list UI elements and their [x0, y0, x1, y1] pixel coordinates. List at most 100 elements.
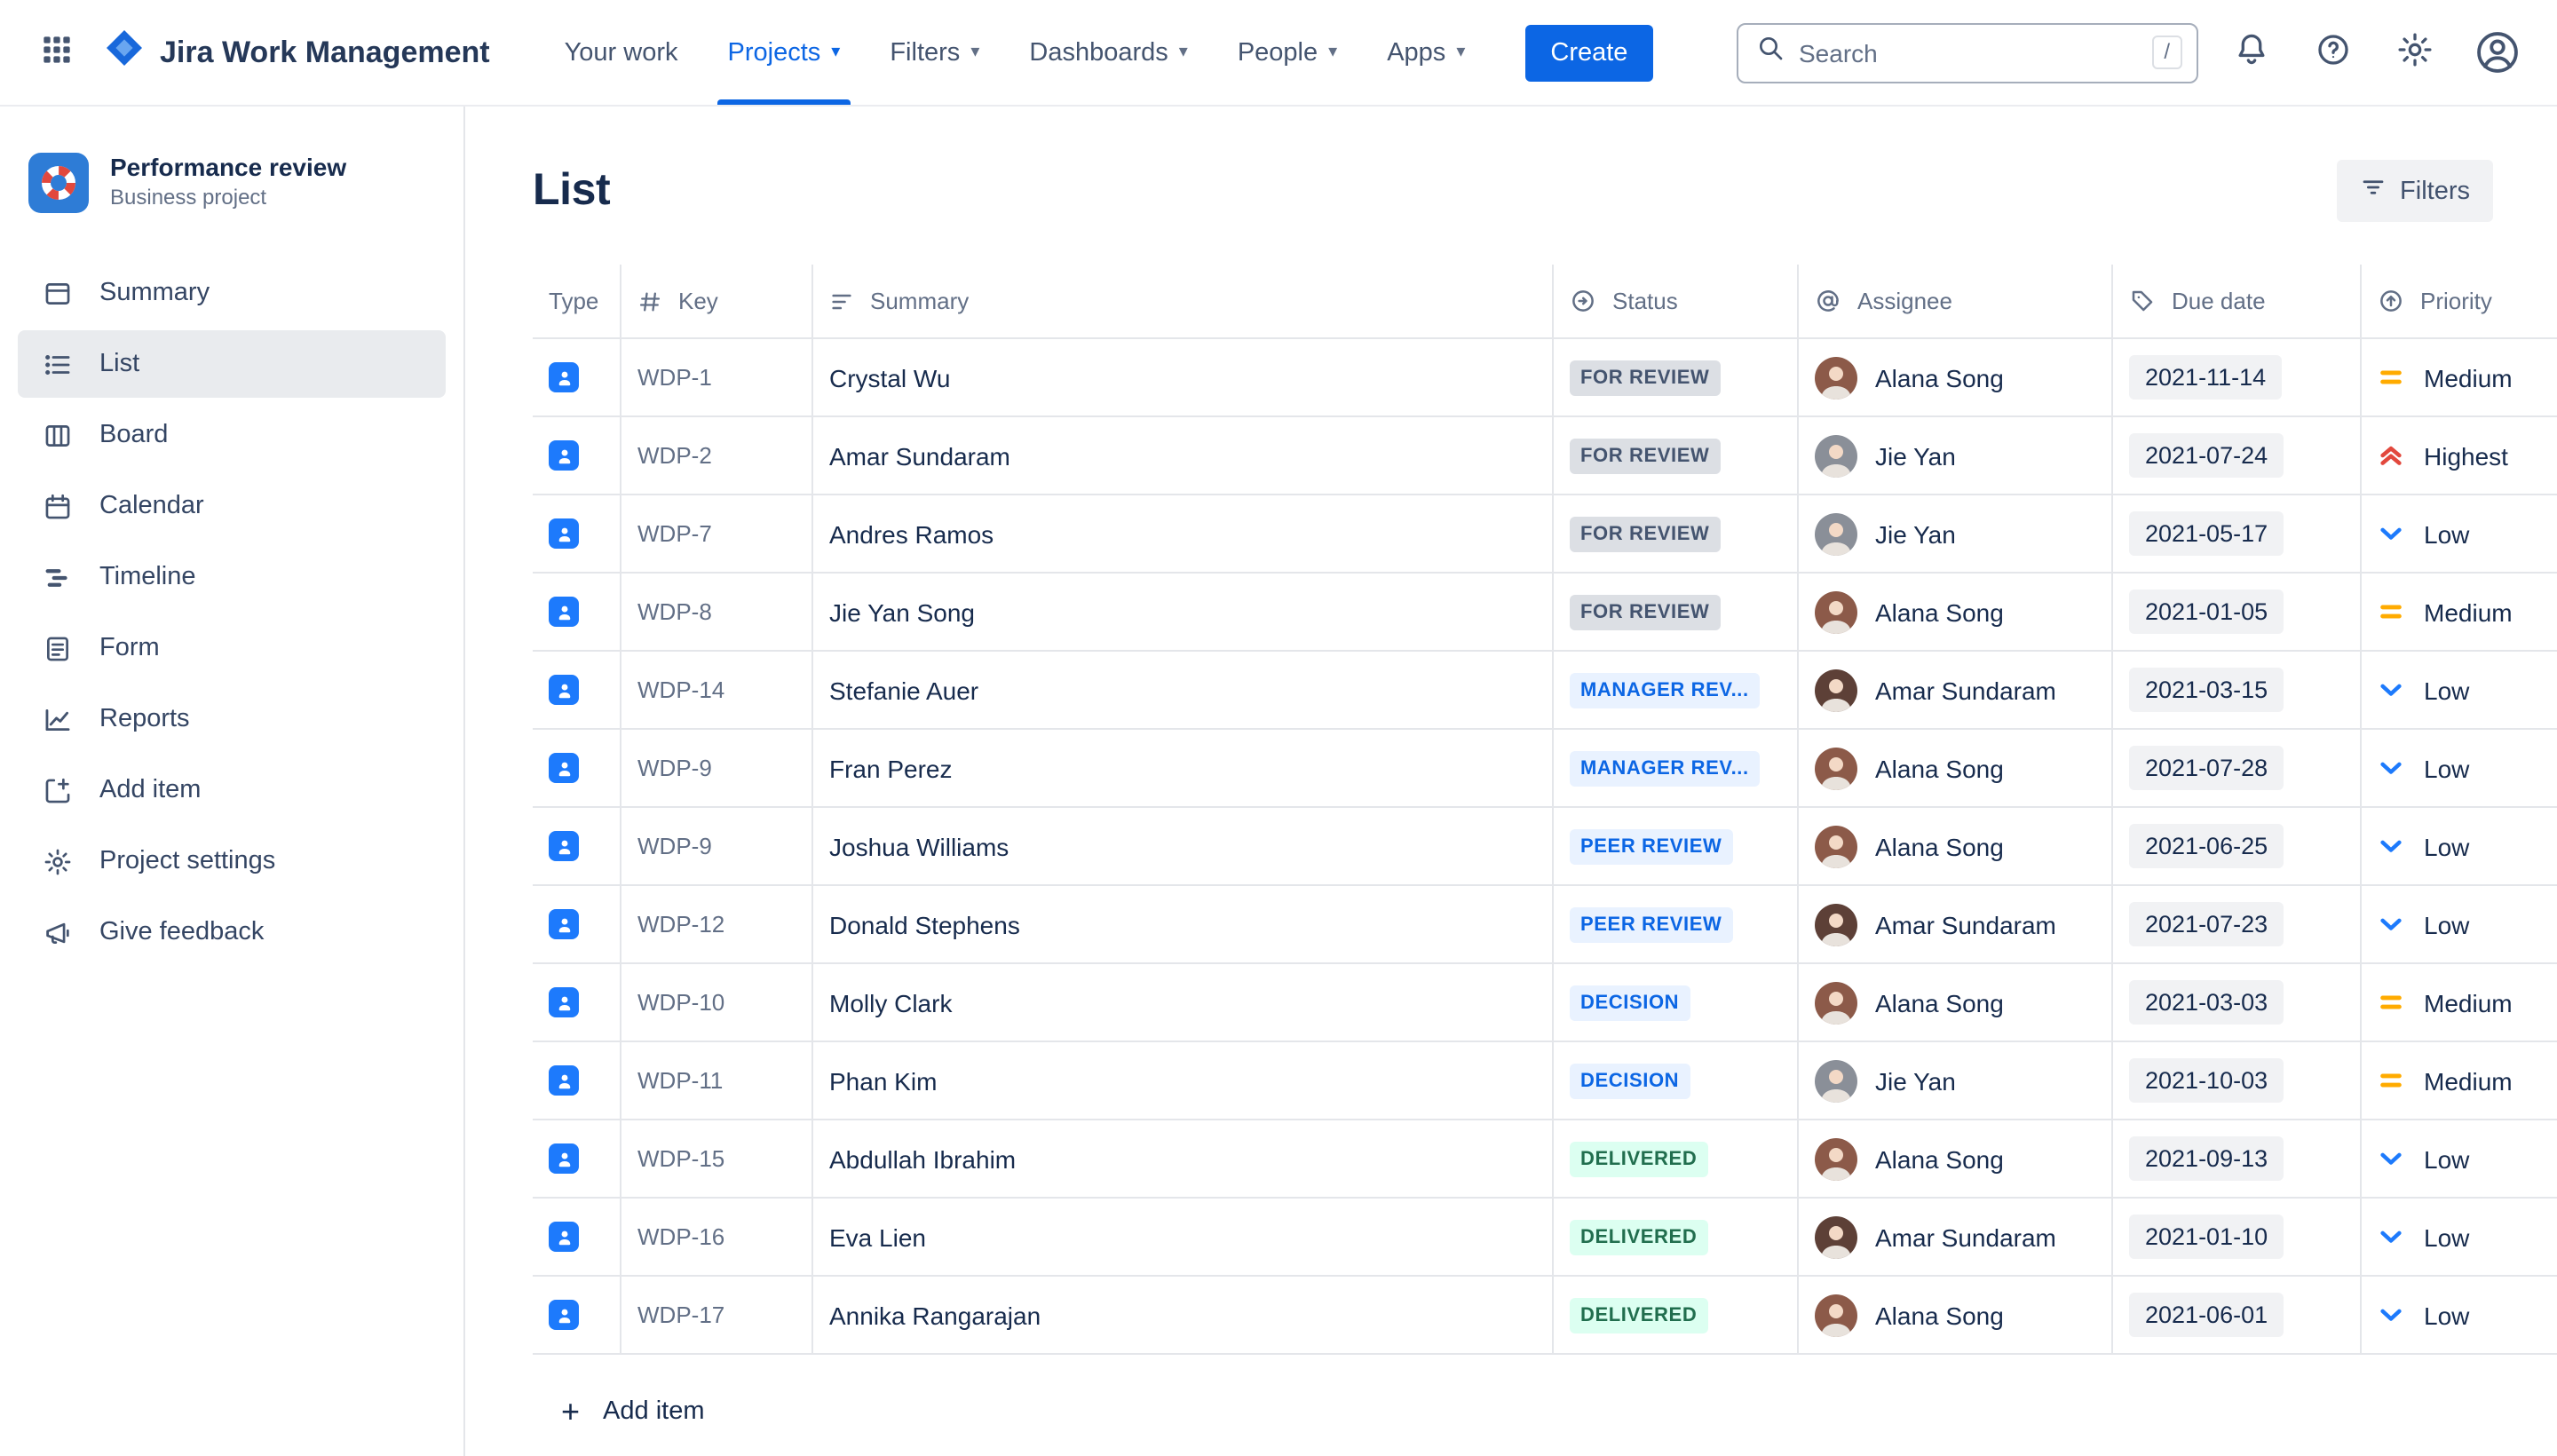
column-header-summary[interactable]: Summary: [813, 265, 1554, 339]
column-header-type[interactable]: Type: [533, 265, 621, 339]
assignee-cell[interactable]: Amar Sundaram: [1799, 652, 2113, 730]
assignee-cell[interactable]: Alana Song: [1799, 339, 2113, 417]
status-cell[interactable]: FOR REVIEW: [1554, 495, 1799, 574]
status-cell[interactable]: FOR REVIEW: [1554, 574, 1799, 652]
sidebar-item-timeline[interactable]: Timeline: [18, 543, 446, 611]
nav-apps[interactable]: Apps ▾: [1387, 38, 1466, 67]
priority-cell[interactable]: Low: [2362, 730, 2557, 808]
help-button[interactable]: [2305, 24, 2362, 81]
type-cell[interactable]: [533, 808, 621, 886]
summary-cell[interactable]: Annika Rangarajan: [813, 1277, 1554, 1355]
summary-cell[interactable]: Phan Kim: [813, 1042, 1554, 1120]
status-cell[interactable]: PEER REVIEW: [1554, 808, 1799, 886]
nav-projects[interactable]: Projects ▾: [703, 0, 866, 105]
due-date-cell[interactable]: 2021-06-01: [2113, 1277, 2362, 1355]
key-cell[interactable]: WDP-9: [621, 730, 813, 808]
assignee-cell[interactable]: Jie Yan: [1799, 417, 2113, 495]
key-cell[interactable]: WDP-1: [621, 339, 813, 417]
nav-people[interactable]: People ▾: [1237, 38, 1338, 67]
type-cell[interactable]: [533, 417, 621, 495]
type-cell[interactable]: [533, 339, 621, 417]
priority-cell[interactable]: Medium: [2362, 339, 2557, 417]
sidebar-item-add-item[interactable]: Add item: [18, 756, 446, 824]
search-input[interactable]: [1799, 38, 2138, 67]
column-header-assignee[interactable]: Assignee: [1799, 265, 2113, 339]
priority-cell[interactable]: Medium: [2362, 964, 2557, 1042]
due-date-cell[interactable]: 2021-09-13: [2113, 1120, 2362, 1199]
create-button[interactable]: Create: [1525, 24, 1653, 81]
priority-cell[interactable]: Low: [2362, 808, 2557, 886]
project-header[interactable]: Performance review Business project: [0, 153, 463, 213]
key-cell[interactable]: WDP-14: [621, 652, 813, 730]
priority-cell[interactable]: Low: [2362, 1199, 2557, 1277]
key-cell[interactable]: WDP-8: [621, 574, 813, 652]
key-cell[interactable]: WDP-9: [621, 808, 813, 886]
status-cell[interactable]: MANAGER REV...: [1554, 730, 1799, 808]
priority-cell[interactable]: Low: [2362, 1120, 2557, 1199]
due-date-cell[interactable]: 2021-01-05: [2113, 574, 2362, 652]
sidebar-item-list[interactable]: List: [18, 330, 446, 398]
type-cell[interactable]: [533, 652, 621, 730]
priority-cell[interactable]: Low: [2362, 495, 2557, 574]
type-cell[interactable]: [533, 1199, 621, 1277]
assignee-cell[interactable]: Jie Yan: [1799, 495, 2113, 574]
summary-cell[interactable]: Eva Lien: [813, 1199, 1554, 1277]
add-item-button[interactable]: + Add item: [543, 1385, 723, 1438]
due-date-cell[interactable]: 2021-01-10: [2113, 1199, 2362, 1277]
summary-cell[interactable]: Jie Yan Song: [813, 574, 1554, 652]
app-switcher-button[interactable]: [28, 24, 85, 81]
due-date-cell[interactable]: 2021-07-28: [2113, 730, 2362, 808]
key-cell[interactable]: WDP-12: [621, 886, 813, 964]
status-cell[interactable]: DECISION: [1554, 1042, 1799, 1120]
sidebar-item-reports[interactable]: Reports: [18, 685, 446, 753]
priority-cell[interactable]: Highest: [2362, 417, 2557, 495]
summary-cell[interactable]: Crystal Wu: [813, 339, 1554, 417]
sidebar-item-calendar[interactable]: Calendar: [18, 472, 446, 540]
due-date-cell[interactable]: 2021-11-14: [2113, 339, 2362, 417]
status-cell[interactable]: DECISION: [1554, 964, 1799, 1042]
type-cell[interactable]: [533, 1277, 621, 1355]
due-date-cell[interactable]: 2021-07-24: [2113, 417, 2362, 495]
summary-cell[interactable]: Donald Stephens: [813, 886, 1554, 964]
sidebar-item-board[interactable]: Board: [18, 401, 446, 469]
assignee-cell[interactable]: Alana Song: [1799, 730, 2113, 808]
sidebar-item-form[interactable]: Form: [18, 614, 446, 682]
status-cell[interactable]: DELIVERED: [1554, 1199, 1799, 1277]
status-cell[interactable]: FOR REVIEW: [1554, 339, 1799, 417]
due-date-cell[interactable]: 2021-07-23: [2113, 886, 2362, 964]
key-cell[interactable]: WDP-16: [621, 1199, 813, 1277]
summary-cell[interactable]: Andres Ramos: [813, 495, 1554, 574]
column-header-due-date[interactable]: Due date: [2113, 265, 2362, 339]
nav-filters[interactable]: Filters ▾: [890, 38, 980, 67]
global-search[interactable]: /: [1737, 22, 2198, 83]
due-date-cell[interactable]: 2021-06-25: [2113, 808, 2362, 886]
priority-cell[interactable]: Low: [2362, 886, 2557, 964]
priority-cell[interactable]: Medium: [2362, 574, 2557, 652]
key-cell[interactable]: WDP-7: [621, 495, 813, 574]
summary-cell[interactable]: Stefanie Auer: [813, 652, 1554, 730]
assignee-cell[interactable]: Amar Sundaram: [1799, 886, 2113, 964]
type-cell[interactable]: [533, 964, 621, 1042]
key-cell[interactable]: WDP-2: [621, 417, 813, 495]
priority-cell[interactable]: Medium: [2362, 1042, 2557, 1120]
notifications-button[interactable]: [2223, 24, 2280, 81]
due-date-cell[interactable]: 2021-05-17: [2113, 495, 2362, 574]
due-date-cell[interactable]: 2021-03-03: [2113, 964, 2362, 1042]
key-cell[interactable]: WDP-10: [621, 964, 813, 1042]
sidebar-item-project-settings[interactable]: Project settings: [18, 827, 446, 895]
jira-logo-home[interactable]: Jira Work Management: [96, 27, 508, 78]
column-header-key[interactable]: Key: [621, 265, 813, 339]
assignee-cell[interactable]: Alana Song: [1799, 574, 2113, 652]
due-date-cell[interactable]: 2021-10-03: [2113, 1042, 2362, 1120]
priority-cell[interactable]: Low: [2362, 652, 2557, 730]
status-cell[interactable]: PEER REVIEW: [1554, 886, 1799, 964]
summary-cell[interactable]: Joshua Williams: [813, 808, 1554, 886]
assignee-cell[interactable]: Amar Sundaram: [1799, 1199, 2113, 1277]
type-cell[interactable]: [533, 886, 621, 964]
status-cell[interactable]: DELIVERED: [1554, 1277, 1799, 1355]
filters-button[interactable]: Filters: [2336, 160, 2493, 222]
settings-button[interactable]: [2387, 24, 2443, 81]
assignee-cell[interactable]: Alana Song: [1799, 1277, 2113, 1355]
type-cell[interactable]: [533, 1120, 621, 1199]
nav-dashboards[interactable]: Dashboards ▾: [1029, 38, 1188, 67]
